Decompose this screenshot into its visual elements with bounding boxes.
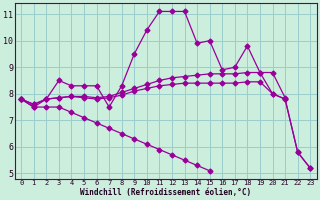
X-axis label: Windchill (Refroidissement éolien,°C): Windchill (Refroidissement éolien,°C)	[80, 188, 251, 197]
